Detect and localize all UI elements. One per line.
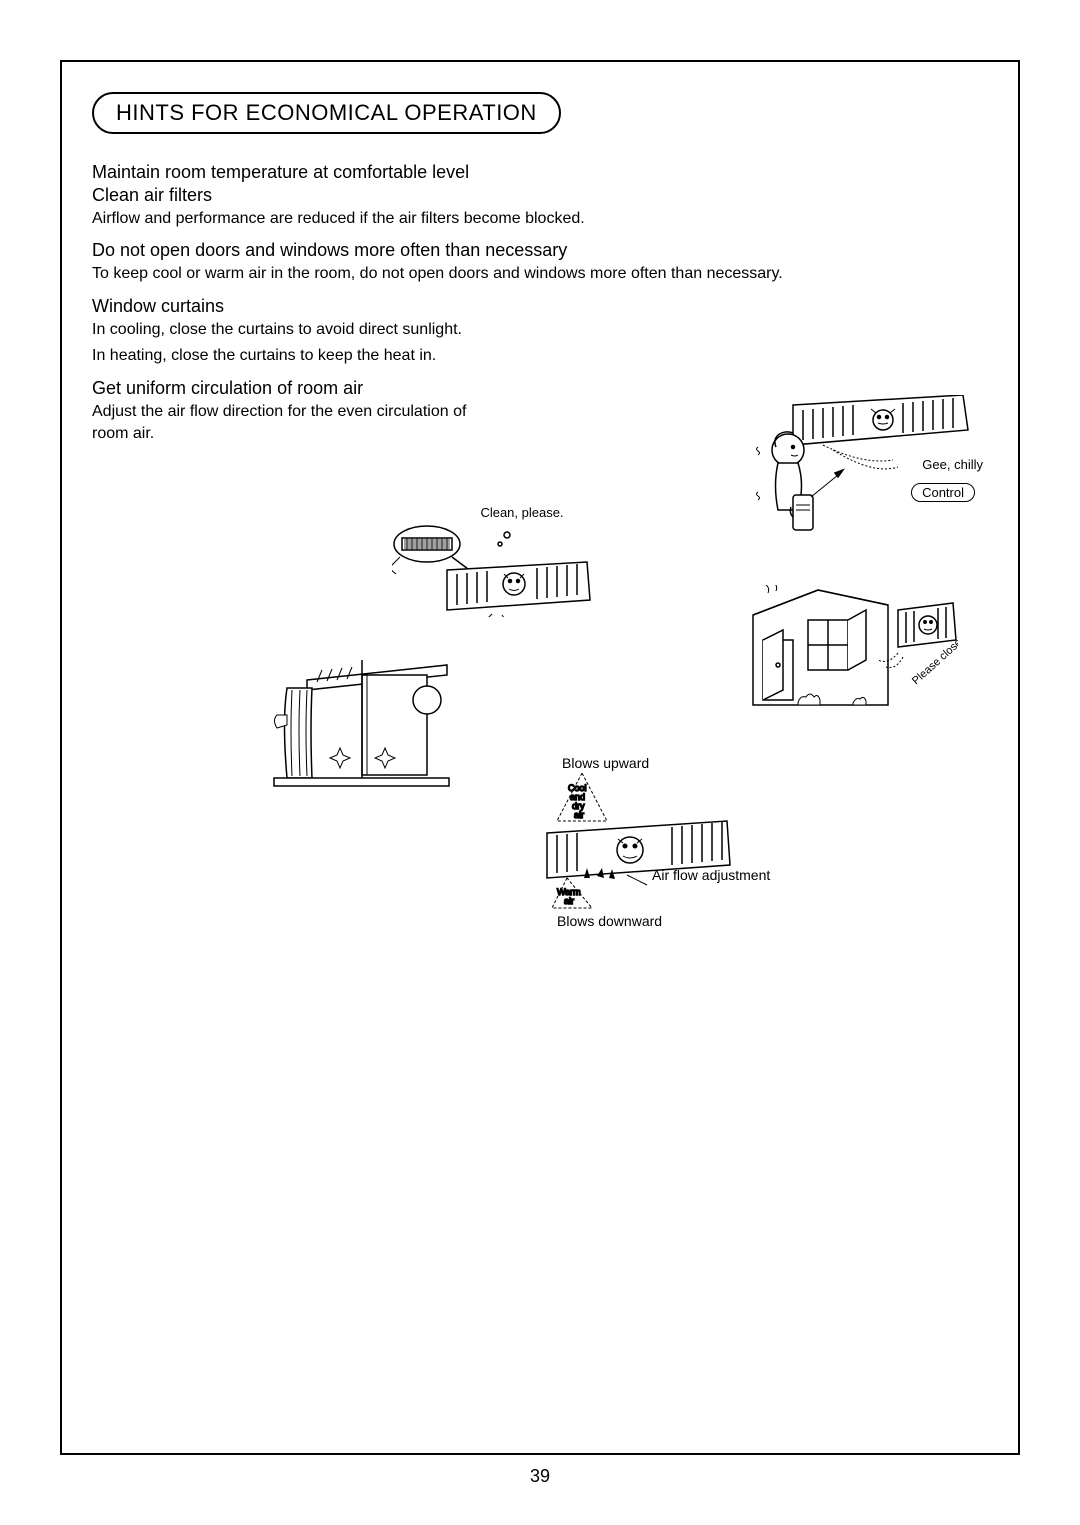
svg-text:air: air bbox=[564, 896, 574, 906]
blows-downward-label: Blows downward bbox=[557, 913, 772, 929]
section-body: Adjust the air flow direction for the ev… bbox=[92, 401, 492, 446]
control-label: Control bbox=[911, 483, 975, 502]
air-flow-adjustment-label: Air flow adjustment bbox=[652, 867, 770, 883]
section-body: To keep cool or warm air in the room, do… bbox=[92, 263, 988, 285]
section-heading: Window curtains bbox=[92, 296, 988, 317]
airflow-icon: Cool and dry air bbox=[512, 773, 772, 913]
section-body: In heating, close the curtains to keep t… bbox=[92, 345, 988, 367]
illustration-airflow: Blows upward Cool and dry air bbox=[512, 755, 772, 929]
house-window-icon: Please close bbox=[748, 585, 958, 715]
page-title-pill: HINTS FOR ECONOMICAL OPERATION bbox=[92, 92, 561, 134]
section-doors-windows: Do not open doors and windows more often… bbox=[92, 240, 988, 285]
page-border: HINTS FOR ECONOMICAL OPERATION Maintain … bbox=[60, 60, 1020, 1455]
section-heading: Clean air filters bbox=[92, 185, 988, 206]
illustration-area: Gee, chilly Control Clean, please. bbox=[92, 455, 988, 1055]
svg-text:air: air bbox=[574, 810, 584, 820]
section-heading: Do not open doors and windows more often… bbox=[92, 240, 988, 261]
page-title: HINTS FOR ECONOMICAL OPERATION bbox=[116, 100, 537, 125]
section-body: Airflow and performance are reduced if t… bbox=[92, 208, 988, 230]
filter-icon bbox=[392, 522, 592, 617]
page-content: HINTS FOR ECONOMICAL OPERATION Maintain … bbox=[62, 62, 1018, 1085]
ac-person-icon bbox=[743, 395, 993, 555]
illustration-clean-please: Clean, please. bbox=[392, 505, 592, 617]
section-curtains: Window curtains In cooling, close the cu… bbox=[92, 296, 988, 368]
blows-upward-label: Blows upward bbox=[562, 755, 772, 771]
section-heading: Maintain room temperature at comfortable… bbox=[92, 162, 988, 183]
page-number: 39 bbox=[530, 1466, 550, 1487]
section-maintain-temp: Maintain room temperature at comfortable… bbox=[92, 162, 988, 183]
section-body: In cooling, close the curtains to avoid … bbox=[92, 319, 988, 341]
section-heading: Get uniform circulation of room air bbox=[92, 378, 492, 399]
illustration-window-sun bbox=[272, 660, 472, 790]
illustration-gee-chilly: Gee, chilly Control bbox=[743, 395, 993, 555]
section-circulation: Get uniform circulation of room air Adju… bbox=[92, 378, 492, 446]
curtain-sun-icon bbox=[272, 660, 472, 790]
gee-chilly-label: Gee, chilly bbox=[922, 457, 983, 472]
section-clean-filters: Clean air filters Airflow and performanc… bbox=[92, 185, 988, 230]
clean-please-label: Clean, please. bbox=[452, 505, 592, 520]
illustration-please-close: Please close bbox=[748, 585, 958, 715]
